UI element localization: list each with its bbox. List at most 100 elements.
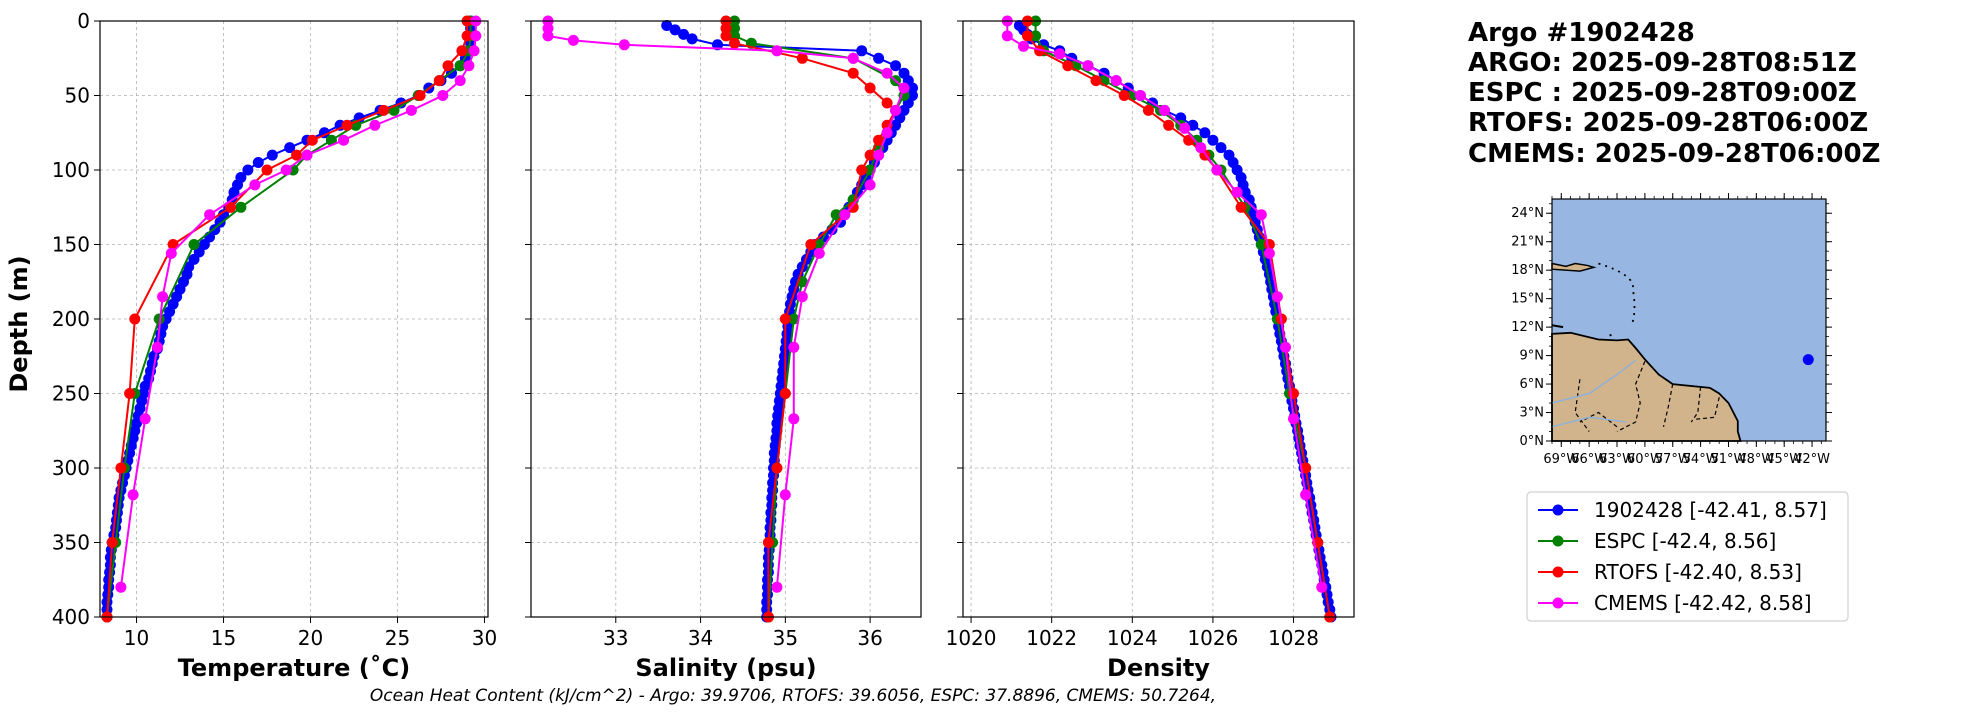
data-point: [151, 341, 163, 353]
y-tick-label: 300: [52, 456, 90, 480]
data-point: [890, 104, 902, 116]
data-point: [771, 581, 783, 593]
data-point: [796, 52, 808, 64]
data-point: [813, 247, 825, 259]
legend-marker: [1552, 597, 1564, 609]
map-lon-label: 60°W: [1627, 452, 1663, 467]
land-greater-antilles: [1551, 262, 1597, 272]
data-point: [338, 134, 350, 146]
data-point: [280, 164, 292, 176]
data-point: [873, 134, 885, 146]
data-point: [669, 24, 681, 36]
data-point: [1082, 60, 1094, 72]
data-point: [1110, 75, 1122, 87]
small-islands: [1551, 324, 1612, 337]
data-point: [188, 239, 200, 250]
data-point: [864, 82, 876, 94]
data-point: [1062, 60, 1074, 72]
profile-panel-1: 0 50 100 150 200 250 300 350 400 10 15 20 25 30 Temper…: [52, 9, 497, 682]
country-border: [1616, 361, 1646, 433]
x-tick-label: 33: [603, 626, 628, 650]
data-point: [369, 119, 381, 131]
data-point: [1316, 581, 1328, 593]
series-cmems: [542, 15, 910, 593]
x-tick-label: 1024: [1107, 626, 1158, 650]
map-lon-label: 69°W: [1543, 452, 1579, 467]
data-point: [881, 127, 893, 139]
data-point: [266, 149, 278, 161]
data-point: [1159, 104, 1170, 116]
data-point: [378, 104, 390, 116]
data-point: [139, 413, 151, 425]
data-point: [242, 164, 254, 176]
data-point: [325, 134, 337, 146]
profile-panel-2: 33 34 35 36 Salinity (psu): [525, 15, 922, 682]
data-point: [1300, 489, 1312, 501]
data-point: [1211, 164, 1223, 176]
country-border: [1574, 379, 1590, 432]
data-point: [1142, 104, 1154, 116]
map-lon-label: 63°W: [1599, 452, 1635, 467]
data-point: [779, 388, 791, 399]
series-line-espc: [733, 21, 906, 618]
legend-label: 1902428 [-42.41, 8.57]: [1594, 498, 1827, 522]
legend-item: CMEMS [-42.42, 8.58]: [1538, 591, 1812, 615]
x-tick-label: 35: [773, 626, 798, 650]
map-lat-label: 12°N: [1511, 320, 1544, 335]
map-frame: [1551, 198, 1827, 442]
data-point: [1030, 30, 1042, 42]
series-rtofs: [101, 15, 473, 623]
legend: 1902428 [-42.41, 8.57] ESPC [-42.4, 8.56]…: [1526, 491, 1849, 622]
data-point: [890, 60, 902, 72]
data-point: [165, 247, 177, 259]
map-lon-label: 42°W: [1794, 452, 1830, 467]
argo-time: ARGO: 2025-09-28T08:51Z: [1468, 48, 1857, 78]
legend-marker: [1552, 535, 1564, 547]
cmems-time: CMEMS: 2025-09-28T06:00Z: [1468, 139, 1880, 169]
map-lon-label: 51°W: [1711, 452, 1747, 467]
data-point: [252, 157, 264, 168]
data-point: [805, 239, 817, 250]
data-point: [788, 341, 800, 353]
data-point: [405, 104, 417, 116]
data-point: [1255, 239, 1267, 250]
country-border: [1662, 383, 1674, 427]
data-point: [341, 119, 353, 131]
data-point: [779, 313, 791, 325]
data-point: [437, 90, 449, 101]
data-point: [115, 462, 127, 474]
data-point: [788, 413, 800, 425]
data-point: [414, 90, 426, 101]
y-tick-label: 150: [52, 233, 90, 257]
y-tick-label: 200: [52, 307, 90, 331]
series-espc: [729, 15, 910, 623]
y-tick-label: 250: [52, 382, 90, 406]
data-point: [468, 45, 480, 57]
data-point: [235, 201, 247, 213]
data-point: [470, 30, 482, 42]
data-point: [686, 33, 698, 45]
data-point: [129, 313, 141, 325]
map-lat-label: 21°N: [1511, 235, 1544, 250]
data-point: [618, 39, 630, 51]
y-tick-label: 350: [52, 531, 90, 555]
data-point: [291, 149, 303, 161]
map-lat-label: 3°N: [1520, 406, 1545, 421]
data-point: [1199, 127, 1211, 139]
data-point: [898, 82, 910, 94]
data-point: [1271, 291, 1283, 303]
data-point: [106, 537, 118, 548]
data-point: [788, 313, 800, 325]
argo-position-marker: [1802, 354, 1814, 366]
country-border: [1690, 386, 1702, 423]
data-point: [454, 60, 466, 72]
legend-item: ESPC [-42.4, 8.56]: [1538, 529, 1776, 553]
data-point: [779, 489, 791, 501]
data-point: [720, 30, 732, 42]
data-point: [1054, 48, 1066, 60]
data-point: [729, 37, 740, 49]
legend-marker: [1552, 504, 1564, 516]
data-point: [847, 52, 859, 64]
